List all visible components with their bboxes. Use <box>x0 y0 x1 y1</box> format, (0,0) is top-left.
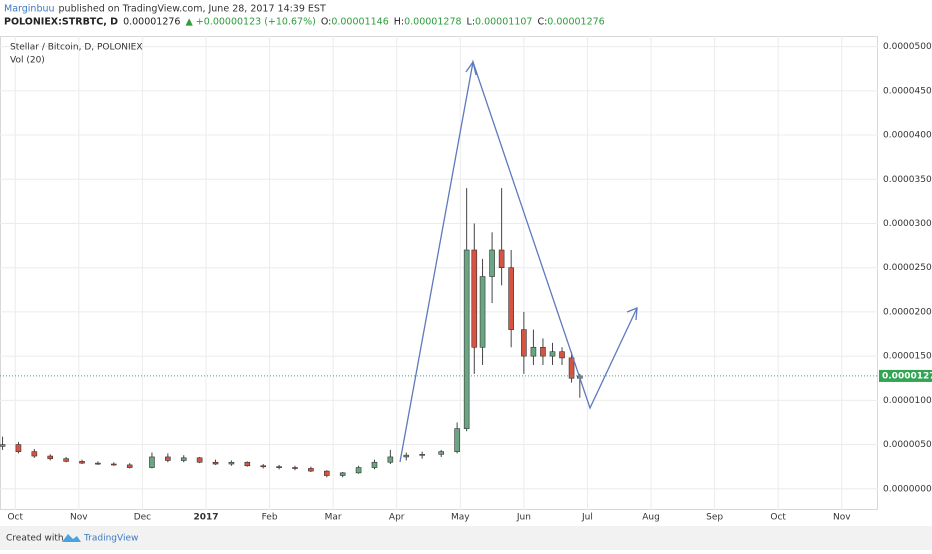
header-field: L: <box>467 17 476 28</box>
x-tick-label: Aug <box>642 513 660 523</box>
plot-frame <box>0 36 878 510</box>
x-tick-label: Apr <box>389 513 405 523</box>
candle-body <box>323 470 330 476</box>
header-field: 0.00001276 <box>123 17 180 28</box>
header-field: 0.00001276 <box>547 17 604 28</box>
brand-logo <box>62 534 81 542</box>
header-field: ▲ +0.00000123 (+10.67%) <box>185 17 315 28</box>
y-tick-label: 0.00002000 <box>883 307 932 317</box>
x-tick-label: Nov <box>833 513 851 523</box>
candle-body <box>521 329 527 357</box>
header-field: 0.00001278 <box>404 17 461 28</box>
header-field: POLONIEX:STRBTC, D <box>4 17 118 28</box>
candle-body <box>387 456 394 463</box>
candle-body <box>454 428 460 452</box>
x-tick-label: Jun <box>516 513 531 523</box>
arrow-head <box>626 307 638 321</box>
symbol-line: POLONIEX:STRBTC, D 0.00001276 ▲ +0.0000012… <box>4 17 605 28</box>
candle-body <box>15 444 22 452</box>
candle-body <box>568 357 575 379</box>
last-price-label: 0.00001276 <box>882 371 932 381</box>
x-tick-label: Jul <box>581 513 593 523</box>
y-tick-label: 0.00005000 <box>883 42 932 52</box>
candle-body <box>371 461 378 468</box>
header-field: C: <box>537 17 547 28</box>
y-tick-label: 0.00001000 <box>883 396 932 406</box>
candle-body <box>276 466 282 468</box>
grid <box>0 36 878 510</box>
y-tick-label: 0.00002500 <box>883 263 932 273</box>
footer-text: Created with <box>6 534 64 544</box>
candle-body <box>479 276 486 348</box>
candle-body <box>438 451 445 455</box>
arrow-head <box>465 60 477 76</box>
published: published on TradingView.com, June 28, 2… <box>59 4 326 15</box>
candle-body <box>126 464 133 468</box>
candle-body <box>111 463 117 466</box>
drawing-arrows <box>399 59 638 463</box>
candle-body <box>308 468 314 472</box>
candle-body <box>31 451 38 457</box>
y-tick-label: 0.00004500 <box>883 86 932 96</box>
header-field: 0.00001146 <box>331 17 388 28</box>
header-field: H: <box>394 17 404 28</box>
y-tick-label: 0.00004000 <box>883 131 932 141</box>
candle-body <box>471 249 478 348</box>
brand[interactable]: TradingView <box>83 534 138 544</box>
candles <box>0 188 583 478</box>
last-price-box <box>879 369 932 382</box>
y-tick-label: 0.00001500 <box>883 352 932 362</box>
candle-body <box>244 461 251 467</box>
candle-body <box>63 458 69 462</box>
candle-body <box>508 267 514 330</box>
x-tick-label: Oct <box>7 513 23 523</box>
author[interactable]: Marginbuu <box>4 4 55 15</box>
candle-body <box>489 249 495 277</box>
candle-body <box>180 457 187 461</box>
x-tick-label: Nov <box>70 513 88 523</box>
candle-body <box>47 455 54 460</box>
candle-body <box>559 351 565 359</box>
candle-body <box>355 467 362 474</box>
candle-body <box>339 472 346 476</box>
x-tick-label: Feb <box>262 513 278 523</box>
legend: Stellar / Bitcoin, D, POLONIEX <box>10 43 143 53</box>
arrow-path <box>399 59 638 463</box>
candle-body <box>419 453 425 456</box>
x-tick-label: Sep <box>706 513 723 523</box>
candle-body <box>540 346 546 357</box>
candle-body <box>549 351 556 357</box>
x-tick-label: Dec <box>134 513 151 523</box>
candle-body <box>463 249 470 429</box>
candle-body <box>196 457 203 463</box>
header-field: O: <box>321 17 332 28</box>
x-tick-label: 2017 <box>193 513 218 523</box>
header-field: 0.00001107 <box>475 17 532 28</box>
x-tick-label: May <box>451 513 470 523</box>
candle-body <box>149 456 155 468</box>
y-tick-label: 0.00003500 <box>883 175 932 185</box>
y-tick-label: 0.00000500 <box>883 440 932 450</box>
candle-body <box>79 461 85 464</box>
footer-bar <box>0 526 932 550</box>
candle-body <box>292 467 298 469</box>
y-tick-label: 0.00003000 <box>883 219 932 229</box>
candle-body <box>260 465 267 468</box>
candle-body <box>95 462 101 465</box>
candle-body <box>0 444 6 447</box>
candle-body <box>212 461 219 465</box>
candle-body <box>498 249 505 268</box>
indicator: Vol (20) <box>10 56 45 66</box>
x-tick-label: Oct <box>770 513 786 523</box>
x-tick-label: Mar <box>325 513 342 523</box>
candle-body <box>165 456 171 461</box>
candle-body <box>530 346 537 357</box>
candle-body <box>228 461 235 465</box>
y-tick-label: 0.00000000 <box>883 484 932 494</box>
candle-body <box>403 454 410 458</box>
